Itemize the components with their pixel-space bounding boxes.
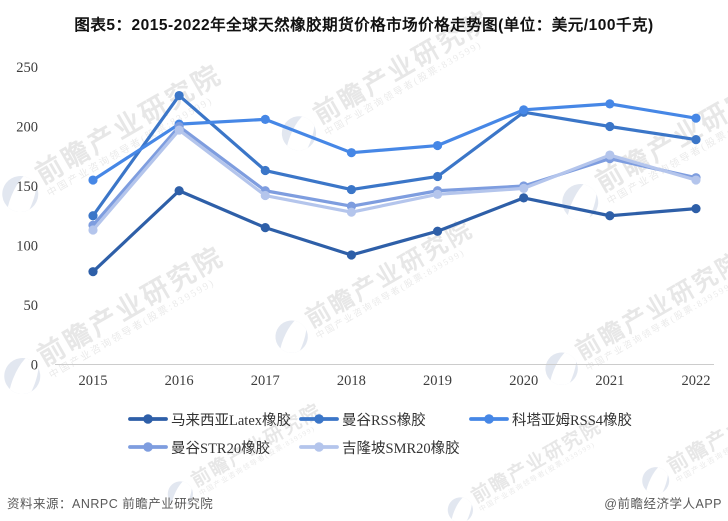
source-text: 资料来源：ANRPC 前瞻产业研究院 [7, 497, 214, 511]
x-axis-tick-2021: 2021 [595, 373, 624, 389]
legend-marker-kl-smr20 [299, 442, 339, 452]
series-line-bangkok-str20 [91, 124, 698, 227]
data-point-malaysia-latex-2021 [605, 211, 615, 221]
y-axis-tick: 150 [16, 179, 38, 195]
chart-title: 图表5：2015-2022年全球天然橡胶期货价格市场价格走势图(单位：美元/10… [74, 17, 654, 34]
data-point-kl-smr20-2021 [605, 150, 615, 160]
data-point-bangkok-rss-2022 [691, 134, 701, 145]
data-point-bangkok-rss-2017 [260, 165, 270, 176]
x-axis-tick-2020: 2020 [509, 373, 538, 389]
data-point-bangkok-rss-2015 [88, 211, 98, 221]
x-axis-tick-2022: 2022 [681, 373, 710, 389]
legend-label-bangkok-str20: 曼谷STR20橡胶 [171, 440, 271, 457]
y-axis-tick: 250 [16, 60, 38, 76]
data-point-malaysia-latex-2015 [88, 267, 98, 277]
y-axis-tick: 200 [16, 120, 38, 136]
data-point-kottayam-rss4-2021 [605, 99, 615, 109]
footer: 资料来源：ANRPC 前瞻产业研究院 @前瞻经济学人APP [0, 493, 728, 512]
data-point-kottayam-rss4-2015 [88, 175, 98, 185]
data-point-malaysia-latex-2017 [260, 223, 270, 233]
legend-marker-kottayam-rss4 [469, 414, 509, 424]
data-point-kl-smr20-2019 [432, 189, 443, 199]
y-axis-tick: 50 [24, 298, 39, 314]
legend-item-kottayam-rss4: 科塔亚姆RSS4橡胶 [469, 408, 632, 430]
data-point-kl-smr20-2018 [346, 207, 357, 217]
legend-item-malaysia-latex: 马来西亚Latex橡胶 [128, 408, 291, 430]
legend-label-malaysia-latex: 马来西亚Latex橡胶 [171, 412, 292, 429]
price-trend-chart: 0 50 100 150 200 250 2015 2016 2017 2018 2019 2020 2… [0, 52, 728, 397]
data-point-kottayam-rss4-2020 [519, 105, 529, 115]
watermark-small-text: 中国产业咨询领导者(股票:839599) [198, 424, 317, 498]
y-axis-tick: 0 [31, 358, 38, 374]
data-point-malaysia-latex-2018 [346, 250, 357, 260]
data-point-kl-smr20-2016 [174, 125, 184, 135]
series-line-kottayam-rss4 [91, 102, 698, 182]
y-axis-tick: 100 [16, 239, 38, 255]
series-line-bangkok-rss [91, 93, 698, 218]
data-point-malaysia-latex-2019 [432, 226, 443, 236]
x-axis-tick-2017: 2017 [251, 373, 280, 389]
data-point-kottayam-rss4-2022 [691, 113, 701, 123]
x-axis-tick-2016: 2016 [165, 373, 194, 389]
legend-label-kl-smr20: 吉隆坡SMR20橡胶 [342, 440, 460, 457]
legend-marker-malaysia-latex [128, 414, 168, 424]
data-point-bangkok-rss-2019 [432, 171, 443, 182]
legend-item-bangkok-rss: 曼谷RSS橡胶 [299, 408, 426, 430]
data-point-kl-smr20-2020 [519, 183, 529, 193]
x-axis-tick-2019: 2019 [423, 373, 452, 389]
data-point-malaysia-latex-2022 [691, 204, 701, 214]
legend-item-bangkok-str20: 曼谷STR20橡胶 [128, 436, 270, 458]
app-credit: @前瞻经济学人APP [604, 497, 722, 511]
legend-item-kl-smr20: 吉隆坡SMR20橡胶 [299, 436, 460, 458]
watermark-small-text: 中国产业咨询领导者(股票:839599) [674, 406, 728, 485]
data-point-malaysia-latex-2016 [174, 186, 184, 196]
legend-label-kottayam-rss4: 科塔亚姆RSS4橡胶 [512, 412, 633, 429]
data-point-bangkok-rss-2016 [174, 90, 184, 101]
data-point-malaysia-latex-2020 [519, 193, 529, 203]
series-line-kl-smr20 [91, 128, 698, 232]
legend-label-bangkok-rss: 曼谷RSS橡胶 [342, 412, 426, 429]
data-point-kl-smr20-2022 [691, 175, 701, 185]
data-point-kottayam-rss4-2017 [260, 114, 270, 124]
line-chart-canvas: 0 50 100 150 200 250 2015 2016 2017 2018 2019 2020 2… [16, 60, 714, 389]
data-point-bangkok-rss-2018 [346, 184, 357, 195]
data-point-kottayam-rss4-2018 [346, 148, 357, 158]
data-point-kl-smr20-2017 [260, 190, 270, 201]
watermark: 前瞻产业研究院 中国产业咨询领导者(股票:839599) [637, 379, 728, 501]
data-point-kottayam-rss4-2019 [432, 140, 443, 151]
x-axis-tick-2015: 2015 [79, 373, 108, 389]
x-axis-tick-2018: 2018 [337, 373, 366, 389]
data-point-kl-smr20-2015 [88, 225, 98, 235]
legend-marker-bangkok-rss [299, 414, 339, 424]
data-point-bangkok-rss-2021 [605, 121, 615, 132]
legend-marker-bangkok-str20 [128, 442, 168, 452]
